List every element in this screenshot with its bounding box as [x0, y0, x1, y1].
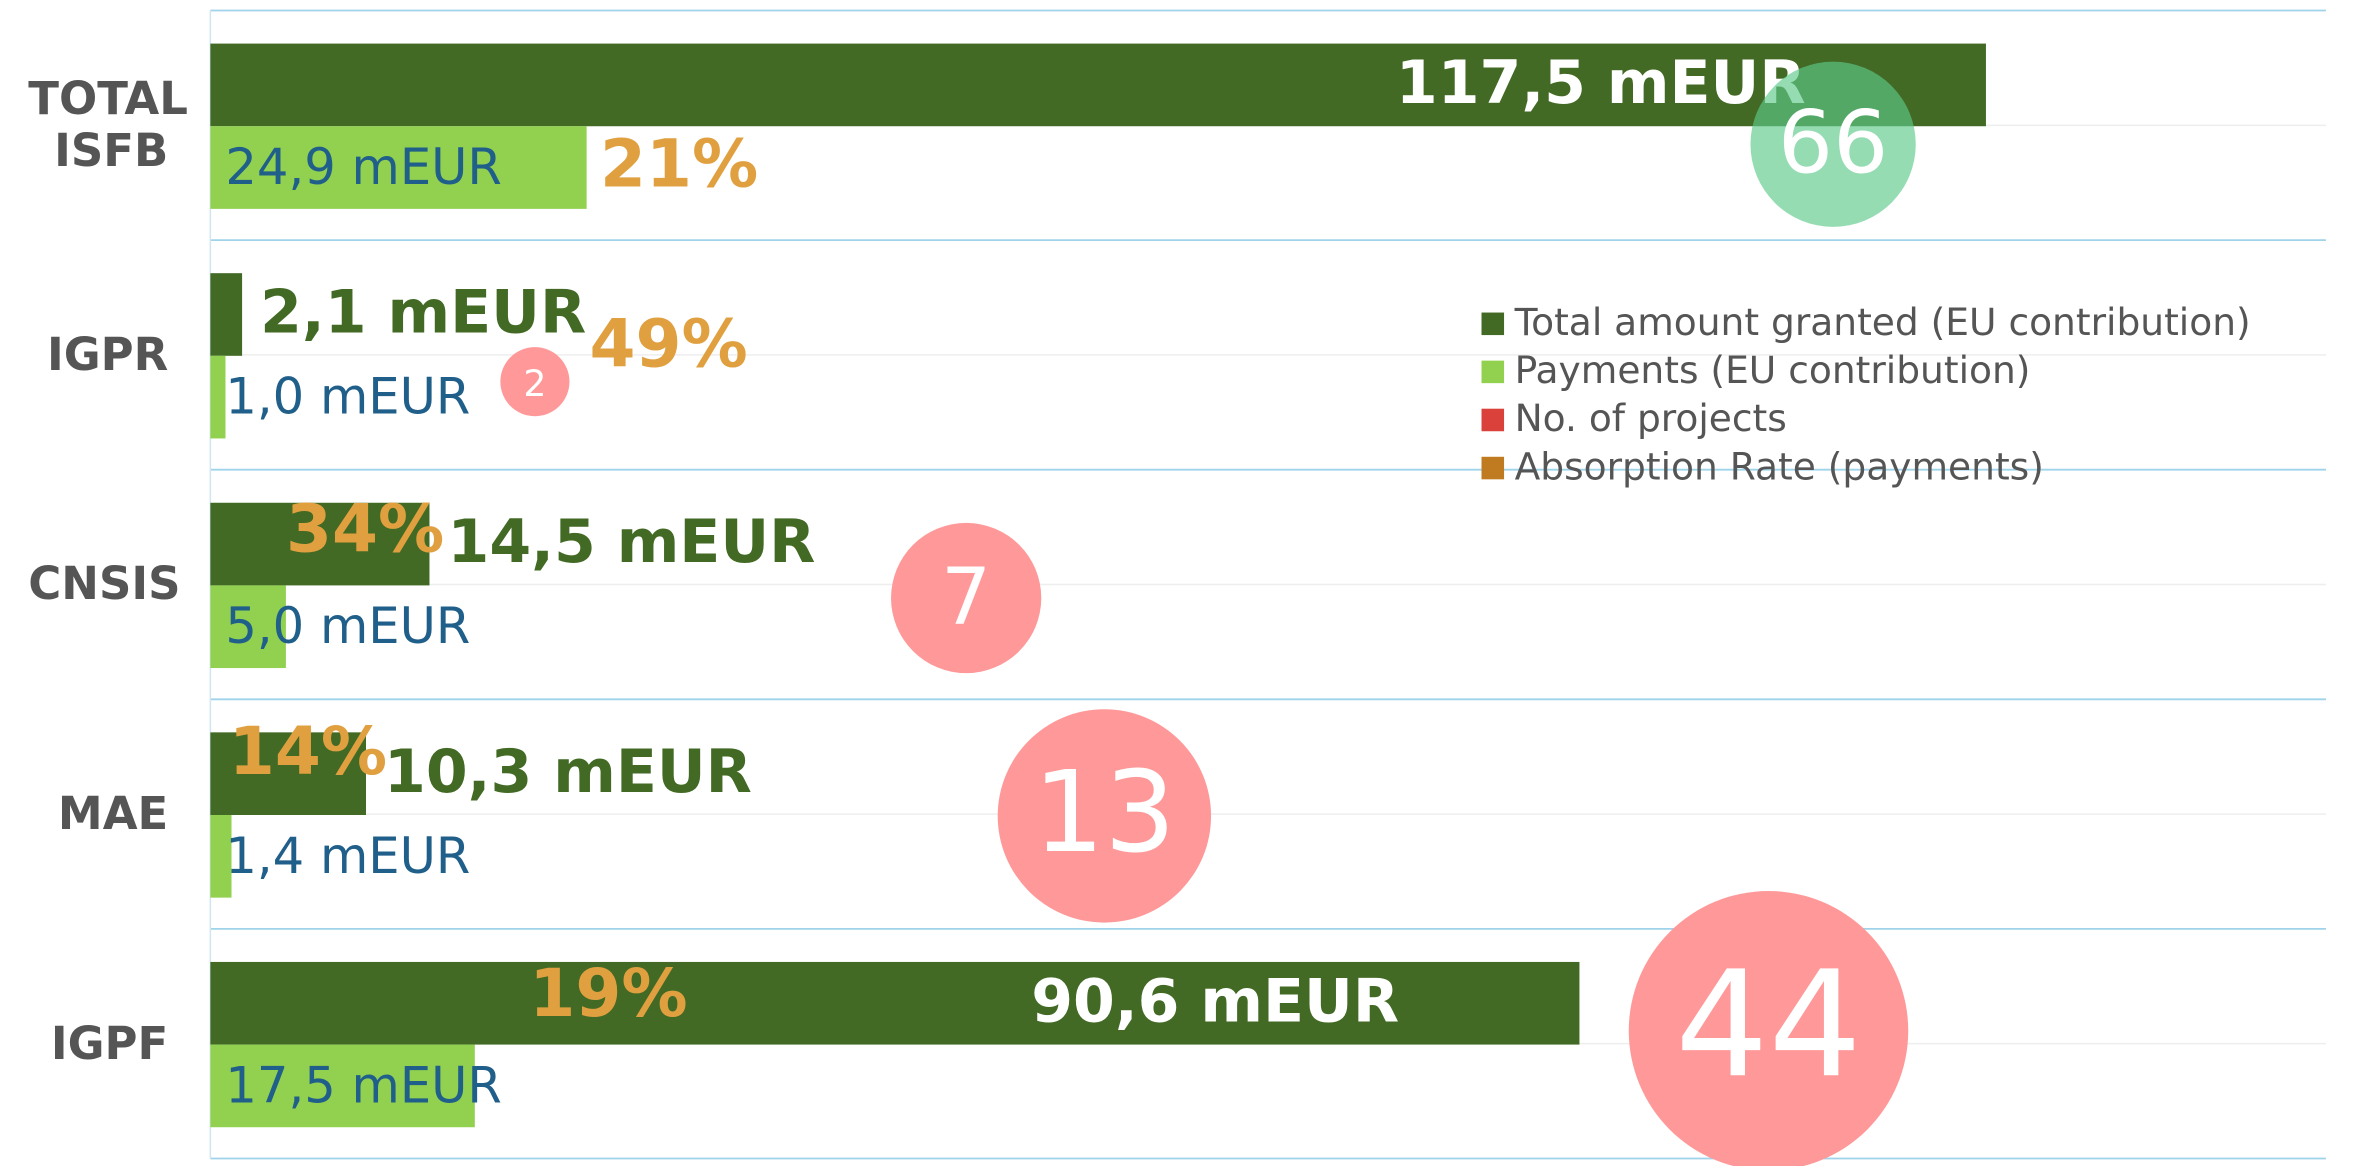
- project-bubble: [1628, 891, 1909, 1166]
- total-label: 14,5 mEUR: [448, 507, 816, 577]
- absorption-label: 49%: [590, 306, 748, 383]
- total-label: 2,1 mEUR: [260, 278, 586, 348]
- project-bubble: [997, 709, 1212, 923]
- bar-payments: [210, 814, 232, 898]
- absorption-label: 19%: [529, 955, 687, 1032]
- payments-label: 24,9 mEUR: [225, 138, 502, 196]
- legend-swatch: [1481, 312, 1505, 336]
- legend-swatch: [1481, 360, 1505, 384]
- total-label: 117,5 mEUR: [1396, 48, 1806, 118]
- bar-total: [210, 732, 367, 815]
- bar-total: [210, 961, 1580, 1045]
- bar-payments: [210, 355, 226, 439]
- project-label: 2: [523, 362, 546, 405]
- project-label: 13: [1033, 748, 1176, 878]
- absorption-label: 14%: [229, 713, 387, 790]
- absorption-label: 34%: [286, 490, 444, 567]
- project-label: 7: [941, 551, 991, 643]
- payments-label: 17,5 mEUR: [225, 1056, 502, 1114]
- category-label: IGPF: [50, 1016, 169, 1070]
- bar-total: [210, 502, 430, 586]
- category-label: MAE: [57, 787, 169, 841]
- project-bubble: [891, 522, 1042, 674]
- bar-total: [210, 43, 1986, 127]
- category-label: TOTAL ISFB: [28, 72, 188, 178]
- bar-payments: [210, 1044, 475, 1128]
- legend-label: Payments (EU contribution): [1515, 348, 2031, 392]
- category-label: IGPR: [46, 327, 169, 381]
- legend-label: Total amount granted (EU contribution): [1514, 300, 2251, 344]
- legend-swatch: [1481, 456, 1505, 480]
- bar-payments: [210, 585, 286, 669]
- project-bubble: [500, 347, 570, 417]
- bar-total: [210, 273, 243, 356]
- legend-swatch: [1481, 408, 1505, 432]
- legend-label: Absorption Rate (payments): [1515, 444, 2044, 488]
- payments-label: 1,4 mEUR: [225, 827, 470, 885]
- absorption-label: 21%: [600, 125, 758, 202]
- total-label: 90,6 mEUR: [1031, 966, 1399, 1036]
- legend-label: No. of projects: [1515, 396, 1787, 440]
- project-label: 44: [1675, 939, 1862, 1110]
- payments-label: 1,0 mEUR: [225, 368, 470, 426]
- project-bubble: [1750, 61, 1916, 227]
- total-label: 10,3 mEUR: [384, 737, 752, 807]
- category-label: CNSIS: [28, 557, 181, 611]
- payments-label: 5,0 mEUR: [225, 597, 470, 655]
- bar-payments: [210, 126, 587, 209]
- project-label: 66: [1778, 93, 1888, 194]
